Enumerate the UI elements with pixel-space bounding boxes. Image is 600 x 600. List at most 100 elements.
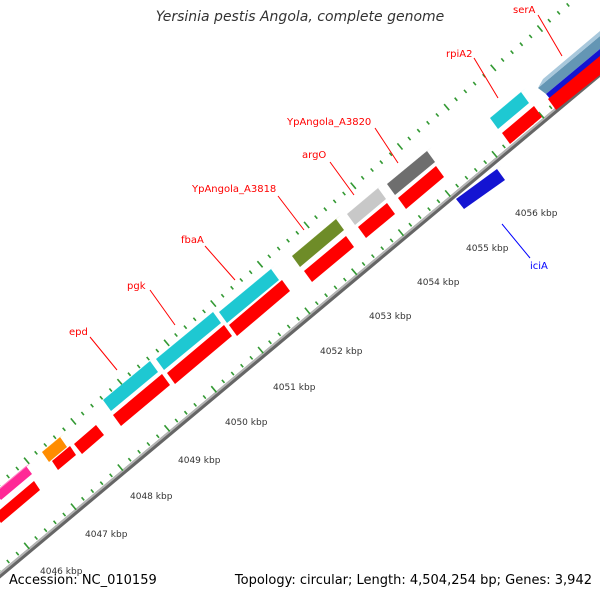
gene-label-serA[interactable]: serA	[513, 5, 535, 16]
tick-mark	[416, 128, 421, 133]
tick-mark	[220, 293, 225, 298]
tick-mark	[519, 42, 524, 47]
tick-mark	[435, 112, 440, 118]
tick-mark	[70, 417, 77, 426]
tick-mark	[193, 402, 198, 407]
cds-arrow[interactable]	[113, 374, 170, 426]
kbp-tick-label: 4055 kbp	[466, 244, 509, 254]
tick-mark	[43, 528, 48, 533]
gene-block-serA-top	[538, 31, 600, 88]
tick-mark	[174, 418, 179, 423]
tick-mark	[127, 372, 132, 377]
tick-mark	[221, 379, 226, 384]
reverse-genes	[456, 166, 505, 209]
cds-arrow[interactable]	[358, 203, 395, 238]
tick-mark	[444, 189, 451, 198]
gene-block-pgk[interactable]	[156, 312, 221, 370]
tick-mark	[324, 293, 329, 298]
gene-block-argO[interactable]	[347, 188, 386, 225]
tick-mark	[43, 442, 48, 448]
gene-block-rpiA2[interactable]	[490, 92, 529, 129]
tick-mark	[379, 160, 384, 165]
tick-mark	[314, 215, 318, 220]
gene-block-iciA[interactable]	[456, 169, 505, 209]
gene-block-magenta[interactable]	[0, 466, 32, 500]
accession-text: Accession: NC_010159	[9, 573, 157, 588]
gene-label-argO[interactable]: argO	[302, 150, 326, 161]
tick-mark	[15, 466, 20, 471]
cds-arrow[interactable]	[229, 280, 290, 336]
tick-mark	[556, 10, 561, 15]
cds-arrow[interactable]	[398, 166, 444, 209]
gene-block-serA[interactable]	[538, 36, 600, 94]
tick-mark	[566, 2, 570, 8]
kbp-tick-label: 4049 kbp	[178, 456, 221, 466]
tick-mark	[192, 317, 197, 322]
gene-label-fbaA[interactable]: fbaA	[181, 235, 204, 246]
gene-block-fbaA-top	[219, 265, 276, 312]
tick-mark	[183, 410, 188, 415]
tick-mark	[472, 81, 477, 86]
kbp-tick-label: 4051 kbp	[273, 383, 316, 393]
gene-label-iciA[interactable]: iciA	[530, 261, 548, 272]
gene-block-epd[interactable]	[103, 361, 158, 411]
tick-mark	[295, 230, 300, 235]
gene-block-argO-top	[347, 184, 383, 214]
tick-mark	[15, 551, 20, 556]
cds-arrow[interactable]	[167, 325, 232, 384]
tick-mark	[490, 64, 497, 72]
tick-mark	[417, 214, 422, 220]
cds-arrow[interactable]	[52, 446, 76, 470]
tick-mark	[286, 238, 290, 243]
tick-mark	[350, 182, 357, 190]
tick-mark	[108, 387, 113, 393]
gene-block-YpAngola_A3820-top	[387, 147, 432, 184]
tick-mark	[268, 340, 272, 345]
tick-mark	[239, 277, 244, 283]
gene-block-fbaA[interactable]	[219, 269, 279, 323]
tick-mark	[370, 254, 375, 259]
cds-arrow[interactable]	[304, 236, 354, 282]
gene-block-orange[interactable]	[42, 437, 67, 462]
cds-arrow[interactable]	[502, 106, 542, 144]
tick-mark	[34, 535, 39, 541]
tick-mark	[548, 105, 553, 110]
gene-label-rpiA2[interactable]: rpiA2	[446, 49, 472, 60]
tick-mark	[230, 371, 235, 376]
tick-mark	[286, 324, 291, 329]
gene-block-serA-inner	[546, 49, 600, 100]
tick-mark	[117, 463, 124, 472]
tick-mark	[370, 167, 374, 173]
gene-block-rpiA2-top	[490, 88, 526, 118]
tick-mark	[296, 316, 301, 321]
cds-arrow[interactable]	[0, 481, 40, 523]
tick-mark	[361, 261, 366, 267]
tick-mark	[90, 488, 95, 494]
tick-mark	[538, 111, 545, 119]
gene-label-epd[interactable]: epd	[69, 327, 88, 338]
label-leaders	[89, 14, 563, 371]
tick-mark	[6, 474, 10, 479]
cds-arrow[interactable]	[548, 56, 600, 110]
tick-mark	[99, 395, 104, 400]
tick-mark	[6, 559, 10, 564]
tick-mark	[443, 103, 450, 111]
gene-label-pgk[interactable]: pgk	[127, 281, 146, 292]
tick-mark	[230, 285, 234, 290]
outer-tick-marks	[0, 2, 570, 486]
gene-label-YpAngola_A3818[interactable]: YpAngola_A3818	[191, 184, 276, 195]
tick-mark	[136, 364, 141, 369]
cds-arrow[interactable]	[74, 425, 104, 454]
gene-label-YpAngola_A3820[interactable]: YpAngola_A3820	[286, 117, 371, 128]
map-title: Yersinia pestis Angola, complete genome	[155, 9, 445, 25]
gene-block-YpAngola_A3818[interactable]	[292, 219, 344, 267]
tick-mark	[80, 411, 85, 416]
tick-mark	[62, 427, 66, 432]
tick-mark	[360, 175, 365, 180]
tick-mark	[501, 144, 506, 149]
tick-mark	[396, 142, 404, 151]
tick-mark	[342, 277, 347, 282]
gene-block-magenta-top	[0, 463, 31, 489]
tick-mark	[109, 473, 113, 478]
gene-block-YpAngola_A3820[interactable]	[387, 151, 435, 195]
